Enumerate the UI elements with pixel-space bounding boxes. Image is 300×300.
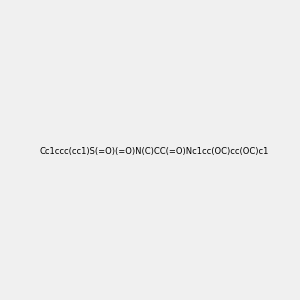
Text: Cc1ccc(cc1)S(=O)(=O)N(C)CC(=O)Nc1cc(OC)cc(OC)c1: Cc1ccc(cc1)S(=O)(=O)N(C)CC(=O)Nc1cc(OC)c… <box>39 147 268 156</box>
